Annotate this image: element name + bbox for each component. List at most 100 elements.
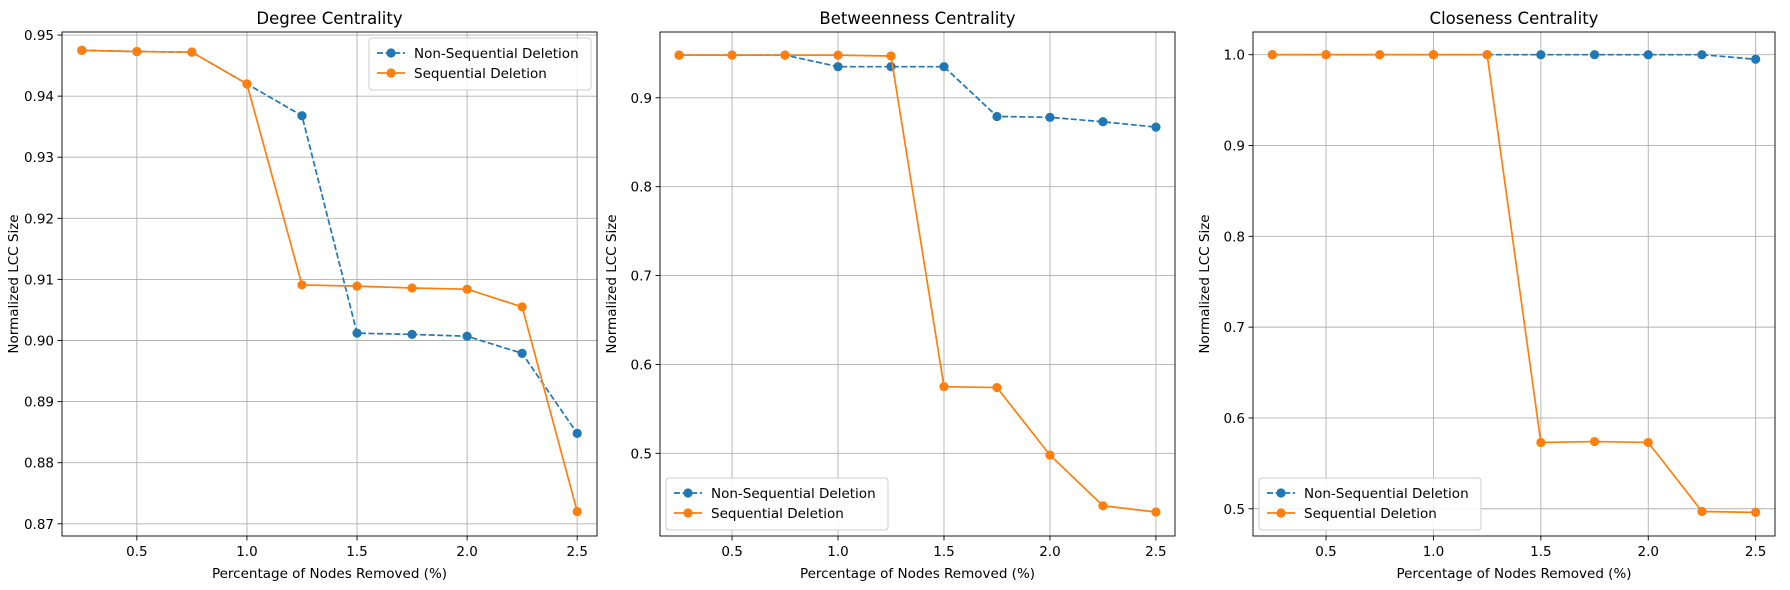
legend-label: Sequential Deletion	[414, 66, 547, 82]
series-line	[1272, 53, 1756, 514]
data-point	[674, 50, 684, 60]
y-tick-label: 0.6	[1224, 411, 1245, 427]
x-axis-label: Percentage of Nodes Removed (%)	[1396, 566, 1631, 582]
x-tick-label: 2.5	[1145, 544, 1166, 560]
data-point	[297, 280, 307, 290]
axes-frame	[659, 31, 1176, 537]
data-point	[1536, 50, 1546, 60]
x-tick-label: 1.0	[827, 544, 848, 560]
legend-box	[665, 477, 889, 531]
legend-label: Sequential Deletion	[711, 506, 844, 522]
legend-swatch-marker	[1276, 488, 1286, 498]
data-point	[352, 328, 362, 338]
x-tick-label: 2.5	[566, 544, 587, 560]
series-line	[81, 49, 578, 434]
data-point	[833, 62, 843, 72]
data-point	[1643, 437, 1653, 448]
data-point	[1751, 54, 1761, 64]
x-tick-label: 2.5	[1745, 544, 1766, 560]
x-tick-label: 1.5	[933, 544, 954, 560]
legend-swatch-marker	[386, 68, 396, 78]
x-tick-label: 0.5	[126, 544, 147, 560]
legend: Non-Sequential Deletion Sequential Deleti…	[368, 37, 592, 91]
data-point	[407, 329, 417, 339]
x-tick-label: 1.5	[1530, 544, 1551, 560]
x-tick-label: 0.5	[1315, 544, 1336, 560]
data-point	[1751, 507, 1761, 517]
data-point	[1589, 50, 1600, 60]
y-tick-label: 0.88	[24, 456, 54, 472]
legend-swatch-marker	[1276, 508, 1286, 518]
legend-label: Non-Sequential Deletion	[711, 486, 876, 502]
y-tick-label: 0.90	[24, 334, 54, 350]
legend-label: Non-Sequential Deletion	[1304, 486, 1469, 502]
data-point	[780, 50, 790, 60]
data-point	[517, 302, 527, 312]
data-point	[992, 111, 1002, 122]
data-point	[297, 111, 307, 121]
legend: Non-Sequential Deletion Sequential Deleti…	[1258, 477, 1482, 531]
data-point	[407, 283, 417, 293]
data-point	[1045, 450, 1055, 460]
chart-panel: 0.5 1.0 1.5 2.0 2.5 0.5 0.6 0.7 0.8 0.9 1.0 Closene…	[1197, 9, 1776, 582]
axes-frame	[1252, 31, 1776, 537]
data-point	[517, 348, 527, 358]
y-tick-label: 0.6	[631, 357, 652, 373]
data-point	[132, 46, 142, 57]
legend-box	[1258, 477, 1482, 531]
x-tick-label: 2.0	[1039, 544, 1060, 560]
y-tick-label: 0.5	[1224, 502, 1245, 518]
y-tick-label: 0.5	[631, 446, 652, 462]
series-line	[679, 54, 1157, 128]
chart-title: Closeness Centrality	[1430, 9, 1599, 28]
data-point	[462, 284, 472, 294]
x-axis-label: Percentage of Nodes Removed (%)	[212, 566, 447, 582]
x-tick-label: 1.5	[346, 544, 367, 560]
data-point	[886, 51, 896, 61]
data-point	[77, 45, 87, 55]
series-line	[679, 54, 1157, 513]
data-point	[1151, 507, 1161, 517]
data-point	[1045, 112, 1055, 122]
data-point	[572, 428, 582, 438]
x-tick-label: 1.0	[1423, 544, 1444, 560]
data-point	[833, 50, 843, 60]
data-point	[1428, 50, 1439, 60]
y-tick-label: 0.9	[631, 91, 652, 107]
chart-title: Betweenness Centrality	[819, 9, 1015, 28]
legend-label: Non-Sequential Deletion	[414, 46, 579, 62]
data-point	[1098, 501, 1108, 511]
y-tick-label: 0.7	[1224, 320, 1245, 336]
data-point	[352, 281, 362, 291]
y-tick-label: 0.91	[24, 272, 54, 288]
chart-panel: 0.5 1.0 1.5 2.0 2.5 0.87 0.88 0.89 0.90 0.91 0.92 0…	[6, 9, 598, 582]
y-tick-label: 0.87	[24, 517, 54, 533]
data-point	[187, 47, 197, 57]
y-tick-label: 0.93	[24, 150, 54, 166]
x-tick-label: 1.0	[236, 544, 257, 560]
legend-swatch-marker	[683, 508, 693, 518]
y-tick-label: 0.92	[24, 211, 54, 227]
y-tick-label: 0.9	[1224, 139, 1245, 155]
data-point	[242, 79, 252, 89]
data-point	[1098, 117, 1108, 127]
legend-swatch-marker	[386, 48, 396, 58]
data-point	[1643, 50, 1653, 60]
legend: Non-Sequential Deletion Sequential Deleti…	[665, 477, 889, 531]
legend-label: Sequential Deletion	[1304, 506, 1437, 522]
data-point	[1375, 50, 1385, 60]
y-tick-label: 1.0	[1224, 48, 1245, 64]
data-point	[939, 62, 949, 72]
y-axis-label: Normalized LCC Size	[1197, 214, 1213, 353]
y-tick-label: 0.8	[631, 180, 652, 196]
y-tick-label: 0.94	[24, 89, 54, 105]
y-tick-label: 0.8	[1224, 229, 1245, 245]
data-point	[572, 506, 582, 517]
y-axis-label: Normalized LCC Size	[604, 214, 620, 353]
data-point	[1482, 50, 1492, 60]
data-point	[1536, 437, 1546, 448]
legend-box	[368, 37, 592, 91]
y-tick-label: 0.89	[24, 395, 54, 411]
series-line	[81, 49, 579, 512]
